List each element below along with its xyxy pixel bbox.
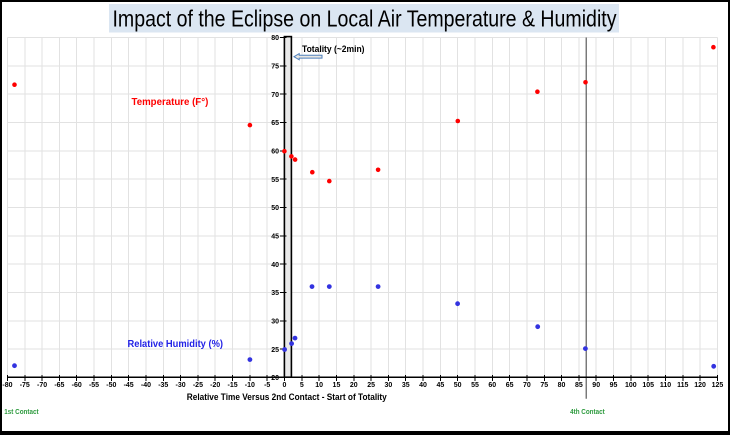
svg-text:100: 100 bbox=[625, 382, 637, 389]
svg-text:Temperature (F°): Temperature (F°) bbox=[132, 96, 209, 108]
svg-text:Relative Time Versus 2nd Conta: Relative Time Versus 2nd Contact - Start… bbox=[187, 392, 388, 403]
svg-text:-45: -45 bbox=[124, 382, 134, 389]
svg-text:75: 75 bbox=[271, 63, 279, 70]
svg-text:-70: -70 bbox=[37, 382, 47, 389]
svg-text:1st Contact: 1st Contact bbox=[4, 407, 39, 416]
svg-text:110: 110 bbox=[660, 382, 671, 389]
svg-text:10: 10 bbox=[315, 382, 323, 389]
svg-text:4th Contact: 4th Contact bbox=[570, 407, 605, 416]
svg-text:50: 50 bbox=[271, 205, 279, 212]
svg-text:-35: -35 bbox=[158, 382, 168, 389]
svg-text:40: 40 bbox=[271, 262, 279, 269]
svg-text:-75: -75 bbox=[20, 382, 30, 389]
svg-text:25: 25 bbox=[271, 347, 279, 354]
svg-text:5: 5 bbox=[300, 382, 304, 389]
svg-text:65: 65 bbox=[506, 382, 514, 389]
svg-text:-5: -5 bbox=[264, 382, 270, 389]
svg-text:35: 35 bbox=[271, 290, 279, 297]
svg-text:-20: -20 bbox=[210, 382, 220, 389]
svg-text:-25: -25 bbox=[193, 382, 203, 389]
svg-text:120: 120 bbox=[694, 382, 706, 389]
svg-text:-55: -55 bbox=[89, 382, 99, 389]
svg-text:75: 75 bbox=[540, 382, 548, 389]
svg-text:60: 60 bbox=[271, 148, 279, 155]
svg-text:0: 0 bbox=[283, 382, 287, 389]
svg-text:-40: -40 bbox=[141, 382, 151, 389]
svg-text:50: 50 bbox=[454, 382, 462, 389]
svg-text:80: 80 bbox=[558, 382, 566, 389]
svg-text:105: 105 bbox=[642, 382, 654, 389]
svg-text:Impact of the Eclipse on Local: Impact of the Eclipse on Local Air Tempe… bbox=[113, 6, 617, 32]
svg-text:95: 95 bbox=[610, 382, 618, 389]
svg-text:80: 80 bbox=[271, 35, 279, 42]
svg-text:125: 125 bbox=[712, 382, 724, 389]
svg-text:Totality (~2min): Totality (~2min) bbox=[302, 44, 365, 54]
svg-text:30: 30 bbox=[385, 382, 393, 389]
svg-text:-65: -65 bbox=[54, 382, 64, 389]
svg-text:-10: -10 bbox=[245, 382, 255, 389]
svg-text:-50: -50 bbox=[106, 382, 116, 389]
svg-text:55: 55 bbox=[271, 177, 279, 184]
svg-text:45: 45 bbox=[271, 233, 279, 240]
svg-text:35: 35 bbox=[402, 382, 410, 389]
svg-text:85: 85 bbox=[575, 382, 583, 389]
svg-text:40: 40 bbox=[419, 382, 427, 389]
svg-text:70: 70 bbox=[523, 382, 531, 389]
svg-text:Relative Humidity (%): Relative Humidity (%) bbox=[128, 338, 224, 350]
svg-text:60: 60 bbox=[488, 382, 496, 389]
svg-text:55: 55 bbox=[471, 382, 479, 389]
svg-text:45: 45 bbox=[436, 382, 444, 389]
svg-text:-30: -30 bbox=[176, 382, 186, 389]
svg-text:115: 115 bbox=[677, 382, 688, 389]
svg-text:20: 20 bbox=[350, 382, 358, 389]
svg-text:65: 65 bbox=[271, 120, 279, 127]
svg-text:30: 30 bbox=[271, 318, 279, 325]
svg-text:-15: -15 bbox=[227, 382, 237, 389]
svg-text:25: 25 bbox=[367, 382, 375, 389]
svg-text:-80: -80 bbox=[2, 382, 12, 389]
svg-text:20: 20 bbox=[271, 375, 279, 382]
svg-text:-60: -60 bbox=[72, 382, 82, 389]
svg-text:15: 15 bbox=[333, 382, 341, 389]
svg-text:90: 90 bbox=[592, 382, 600, 389]
svg-text:70: 70 bbox=[271, 92, 279, 99]
